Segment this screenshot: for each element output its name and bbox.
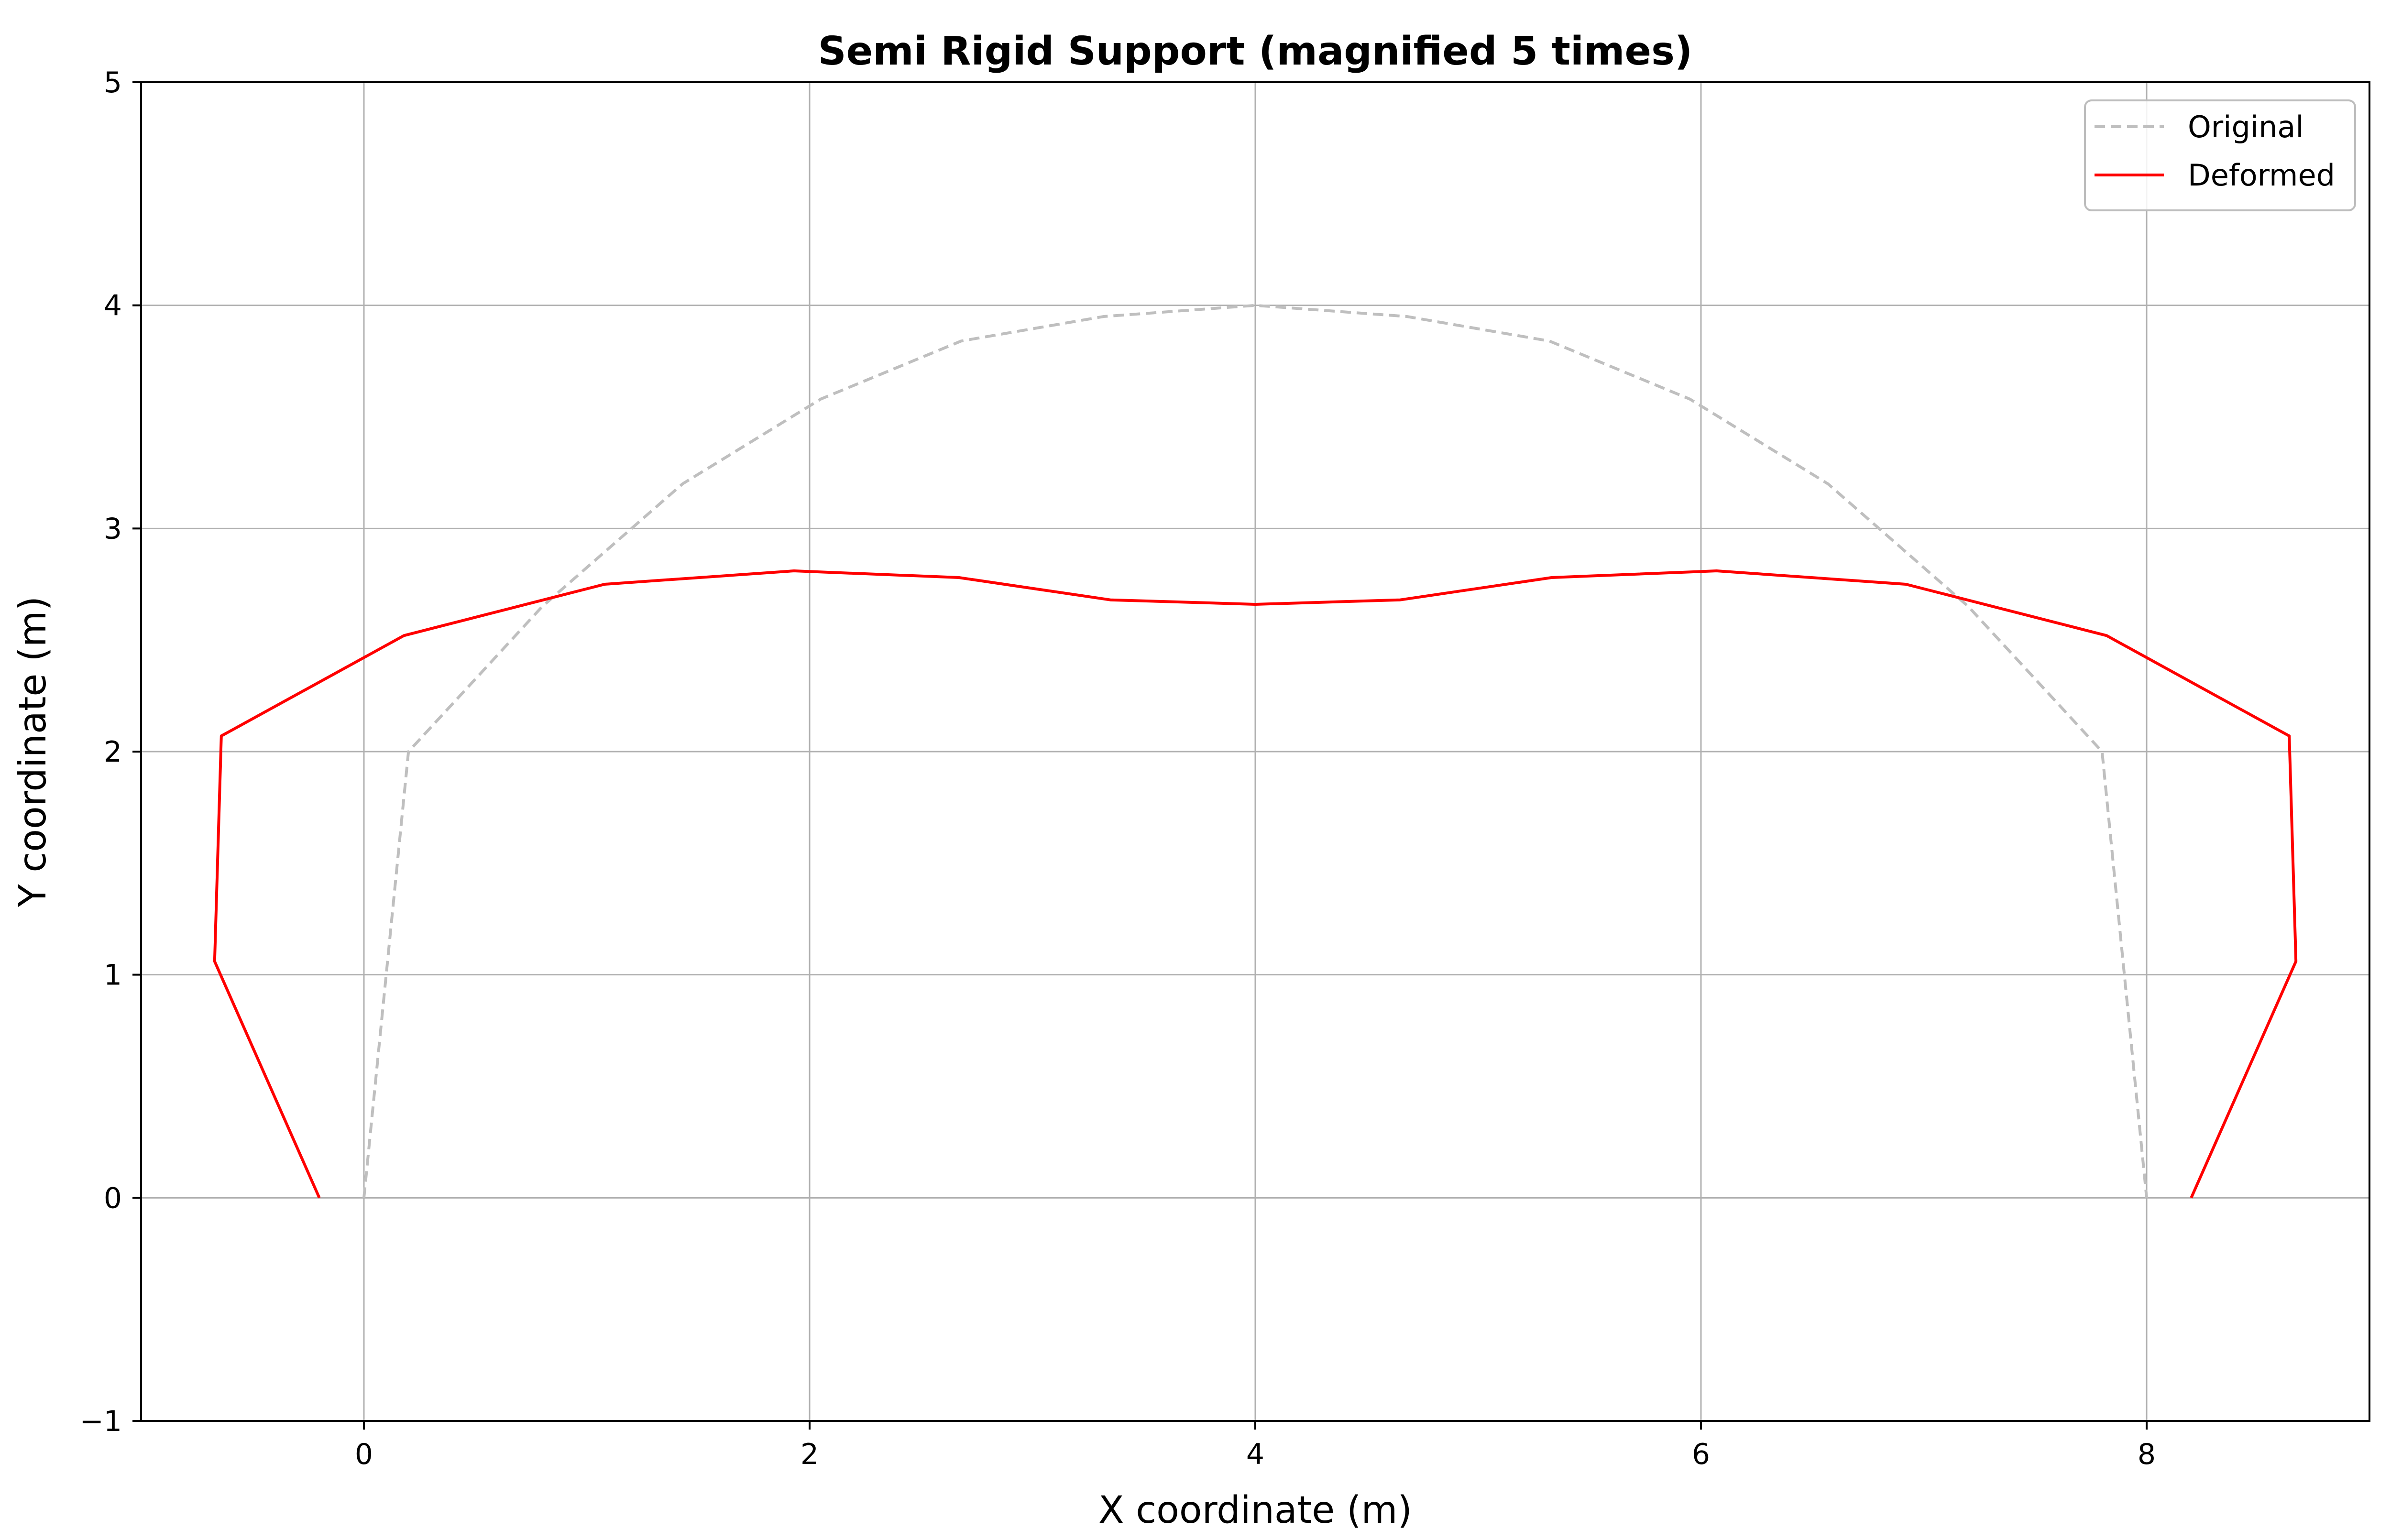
legend-label-deformed: Deformed bbox=[2188, 158, 2335, 193]
y-tick-label: 5 bbox=[104, 66, 122, 99]
x-tick-label: 2 bbox=[801, 1438, 819, 1471]
y-tick-label: −1 bbox=[80, 1405, 122, 1438]
chart-title: Semi Rigid Support (magnified 5 times) bbox=[818, 29, 1693, 74]
y-tick-label: 2 bbox=[104, 735, 122, 769]
series-layer bbox=[213, 304, 2298, 1199]
x-axis-label: X coordinate (m) bbox=[1098, 1489, 1412, 1532]
x-tick-label: 6 bbox=[1692, 1438, 1710, 1471]
x-tick-label: 8 bbox=[2138, 1438, 2156, 1471]
y-tick-label: 3 bbox=[104, 512, 122, 546]
y-tick-label: 0 bbox=[104, 1181, 122, 1215]
y-tick-label: 4 bbox=[104, 289, 122, 323]
ticks: 0 2 4 6 8 −1 0 1 2 3 4 5 bbox=[80, 66, 2156, 1471]
legend: Original Deformed bbox=[2084, 99, 2356, 211]
legend-label-original: Original bbox=[2188, 109, 2304, 144]
y-tick-label: 1 bbox=[104, 959, 122, 992]
y-axis-label: Y coordinate (m) bbox=[11, 596, 55, 907]
series-line-deformed bbox=[213, 569, 2298, 1199]
x-tick-label: 4 bbox=[1246, 1438, 1264, 1471]
x-tick-label: 0 bbox=[355, 1438, 373, 1471]
series-line-original bbox=[362, 304, 2148, 1198]
grid bbox=[141, 82, 2369, 1421]
